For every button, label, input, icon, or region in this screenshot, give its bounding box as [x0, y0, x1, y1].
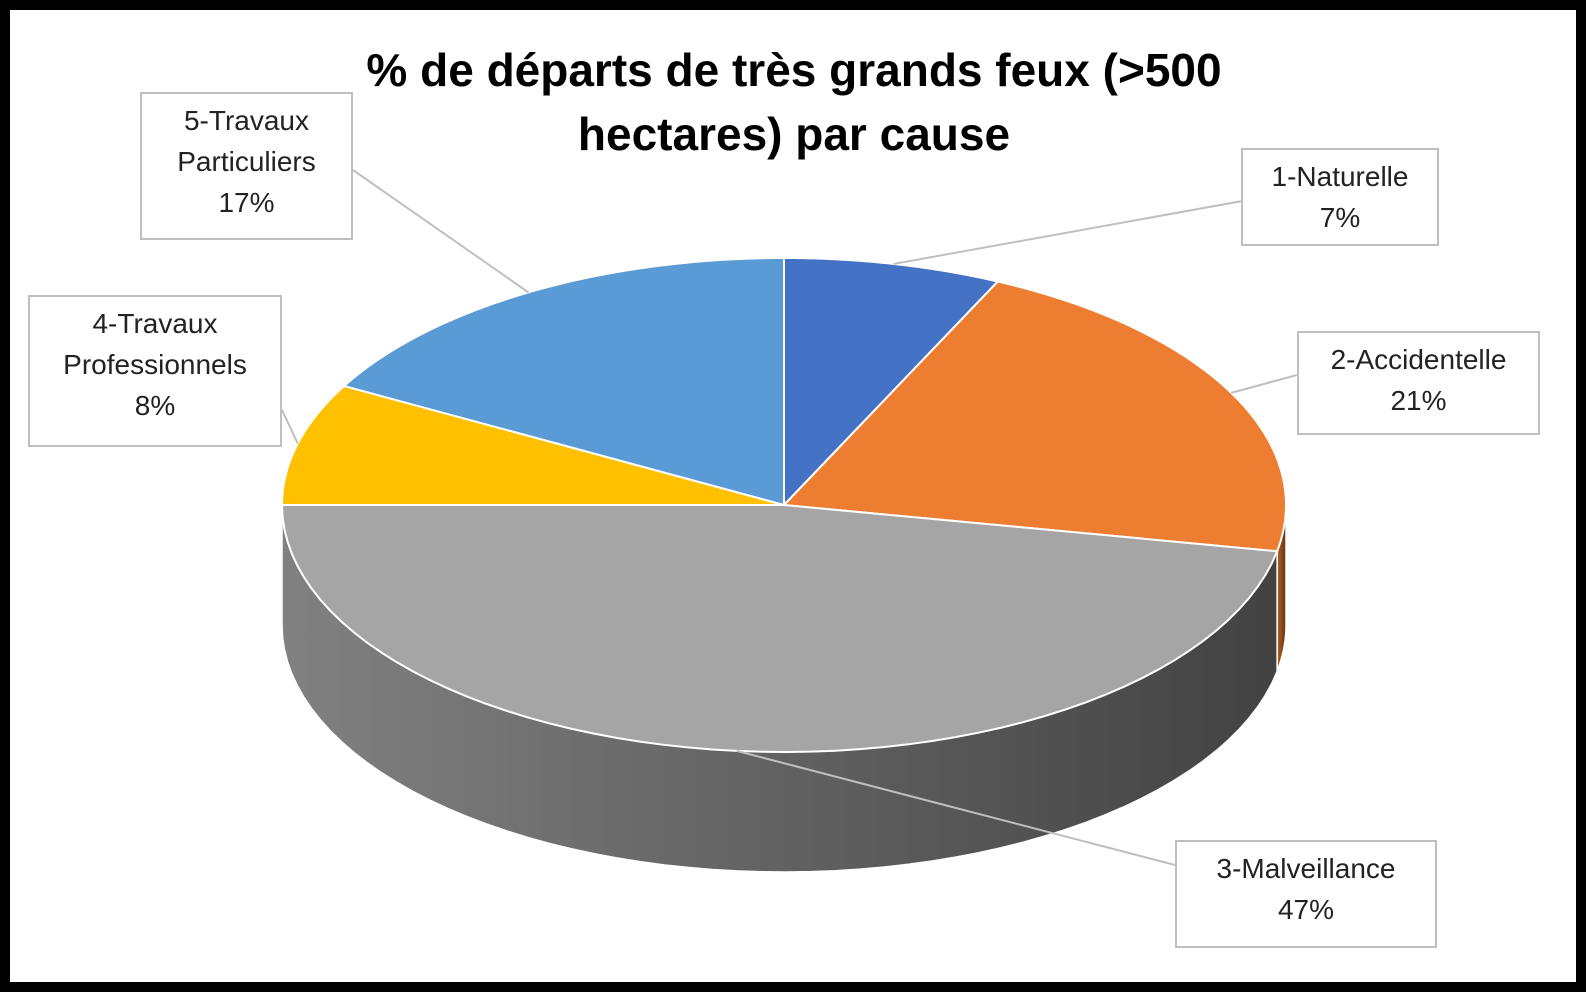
data-label: 3-Malveillance 47% — [1175, 840, 1437, 948]
label-category: 5-Travaux Particuliers — [177, 105, 316, 177]
chart-title: % de départs de très grands feux (>500 h… — [366, 44, 1222, 160]
pie-slice — [342, 256, 785, 507]
leader-line — [736, 749, 1176, 866]
label-category: 1-Naturelle — [1271, 161, 1409, 192]
label-value: 47% — [1277, 894, 1335, 925]
label-value: 17% — [218, 187, 275, 218]
leader-line — [281, 409, 299, 444]
label-category: 3-Malveillance — [1216, 853, 1396, 884]
label-value: 8% — [134, 390, 176, 421]
data-label: 4-Travaux Professionnels 8% — [28, 295, 282, 447]
label-category: 4-Travaux Professionnels — [63, 308, 247, 380]
label-value: 7% — [1319, 202, 1361, 233]
data-label: 2-Accidentelle 21% — [1297, 331, 1540, 435]
leader-line — [1231, 374, 1298, 394]
pie-area — [280, 169, 1298, 873]
pie-slice — [280, 384, 785, 506]
pie-tops — [280, 256, 1287, 753]
pie-slice — [783, 256, 1000, 508]
leader-line — [352, 169, 530, 294]
label-category: 2-Accidentelle — [1330, 344, 1507, 375]
data-label: 1-Naturelle 7% — [1241, 148, 1439, 246]
leader-line — [893, 199, 1249, 265]
label-value: 21% — [1390, 385, 1447, 416]
data-label: 5-Travaux Particuliers 17% — [140, 92, 353, 240]
